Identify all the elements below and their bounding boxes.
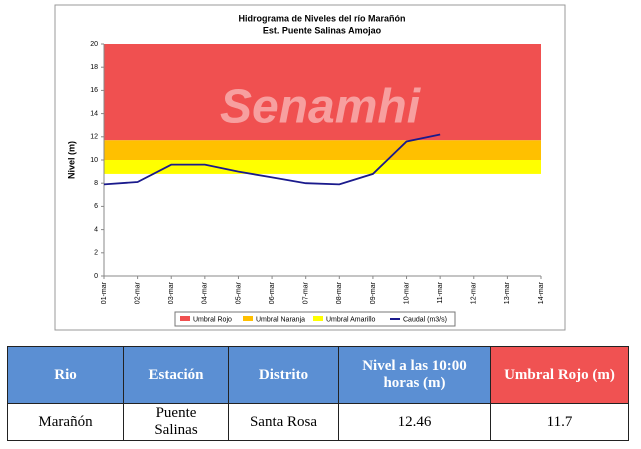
- legend-label: Umbral Amarillo: [326, 316, 376, 323]
- chart-title: Hidrograma de Niveles del río Marañón: [238, 13, 405, 23]
- line-series: [103, 133, 441, 186]
- x-tick-label: 11-mar: [437, 281, 444, 303]
- y-tick-label: 16: [90, 87, 98, 94]
- legend-items: Umbral Rojo Umbral Naranja Umbral Amarillo…: [180, 316, 447, 323]
- x-tick-label: 12-mar: [471, 281, 478, 304]
- header-cell: Rio: [7, 346, 124, 404]
- x-tick-label: 10-mar: [403, 281, 410, 304]
- x-tick-label: 13-mar: [504, 281, 511, 304]
- x-tick-label: 06-mar: [269, 281, 276, 304]
- y-tick-label: 12: [90, 134, 98, 141]
- data-row: Marañón Puente Salinas Santa Rosa 12.46 …: [7, 403, 629, 441]
- x-tick-label: 01-mar: [101, 281, 108, 304]
- y-tick-label: 2: [94, 250, 98, 257]
- y-axis-label: Nivel (m): [66, 141, 76, 179]
- cell: 12.46: [338, 403, 491, 441]
- y-tick-label: 6: [94, 203, 98, 210]
- y-tick-label: 8: [94, 180, 98, 187]
- x-tick-label: 14-mar: [538, 281, 545, 304]
- x-tick-label: 03-mar: [168, 281, 175, 304]
- x-tick-label: 02-mar: [134, 281, 141, 304]
- header-cell: Distrito: [228, 346, 339, 404]
- legend-swatch: [243, 316, 253, 321]
- y-tick-label: 18: [90, 64, 98, 71]
- chart-subtitle: Est. Puente Salinas Amojao: [263, 25, 382, 35]
- header-row: Rio Estación Distrito Nivel a las 10:00 …: [7, 346, 629, 404]
- x-tick-label: 09-mar: [370, 281, 377, 304]
- header-cell: Estación: [123, 346, 229, 404]
- x-tick-label: 04-mar: [202, 281, 209, 304]
- y-tick-label: 14: [90, 110, 98, 117]
- x-tick-label: 05-mar: [235, 281, 242, 304]
- watermark: Senamhi: [220, 81, 422, 134]
- y-tick-label: 10: [90, 157, 98, 164]
- table: Rio Estación Distrito Nivel a las 10:00 …: [7, 346, 629, 441]
- legend-label: Caudal (m3/s): [403, 316, 447, 323]
- cell: Santa Rosa: [228, 403, 339, 441]
- legend-swatch: [313, 316, 323, 321]
- cell: Marañón: [7, 403, 124, 441]
- header-cell: Nivel a las 10:00 horas (m): [338, 346, 491, 404]
- legend-label: Umbral Rojo: [193, 316, 232, 323]
- cell: Puente Salinas: [123, 403, 229, 441]
- threshold-band: [104, 160, 541, 174]
- x-tick-label: 08-mar: [336, 281, 343, 304]
- legend-swatch: [180, 316, 190, 321]
- plot: Senamhi 0 2 4 6 8 10 12 14 16 18 20 01-mar 02-mar 03-m…: [90, 41, 545, 304]
- legend-label: Umbral Naranja: [256, 316, 305, 323]
- y-tick-label: 20: [90, 41, 98, 48]
- y-tick-label: 0: [94, 273, 98, 280]
- threshold-band: [104, 140, 541, 160]
- threshold-band: [104, 44, 541, 141]
- x-tick-label: 07-mar: [303, 281, 310, 304]
- chart: Hidrograma de Niveles del río Marañón Es…: [54, 4, 566, 331]
- cell: 11.7: [490, 403, 629, 441]
- y-tick-label: 4: [94, 226, 98, 233]
- header-cell: Umbral Rojo (m): [490, 346, 629, 404]
